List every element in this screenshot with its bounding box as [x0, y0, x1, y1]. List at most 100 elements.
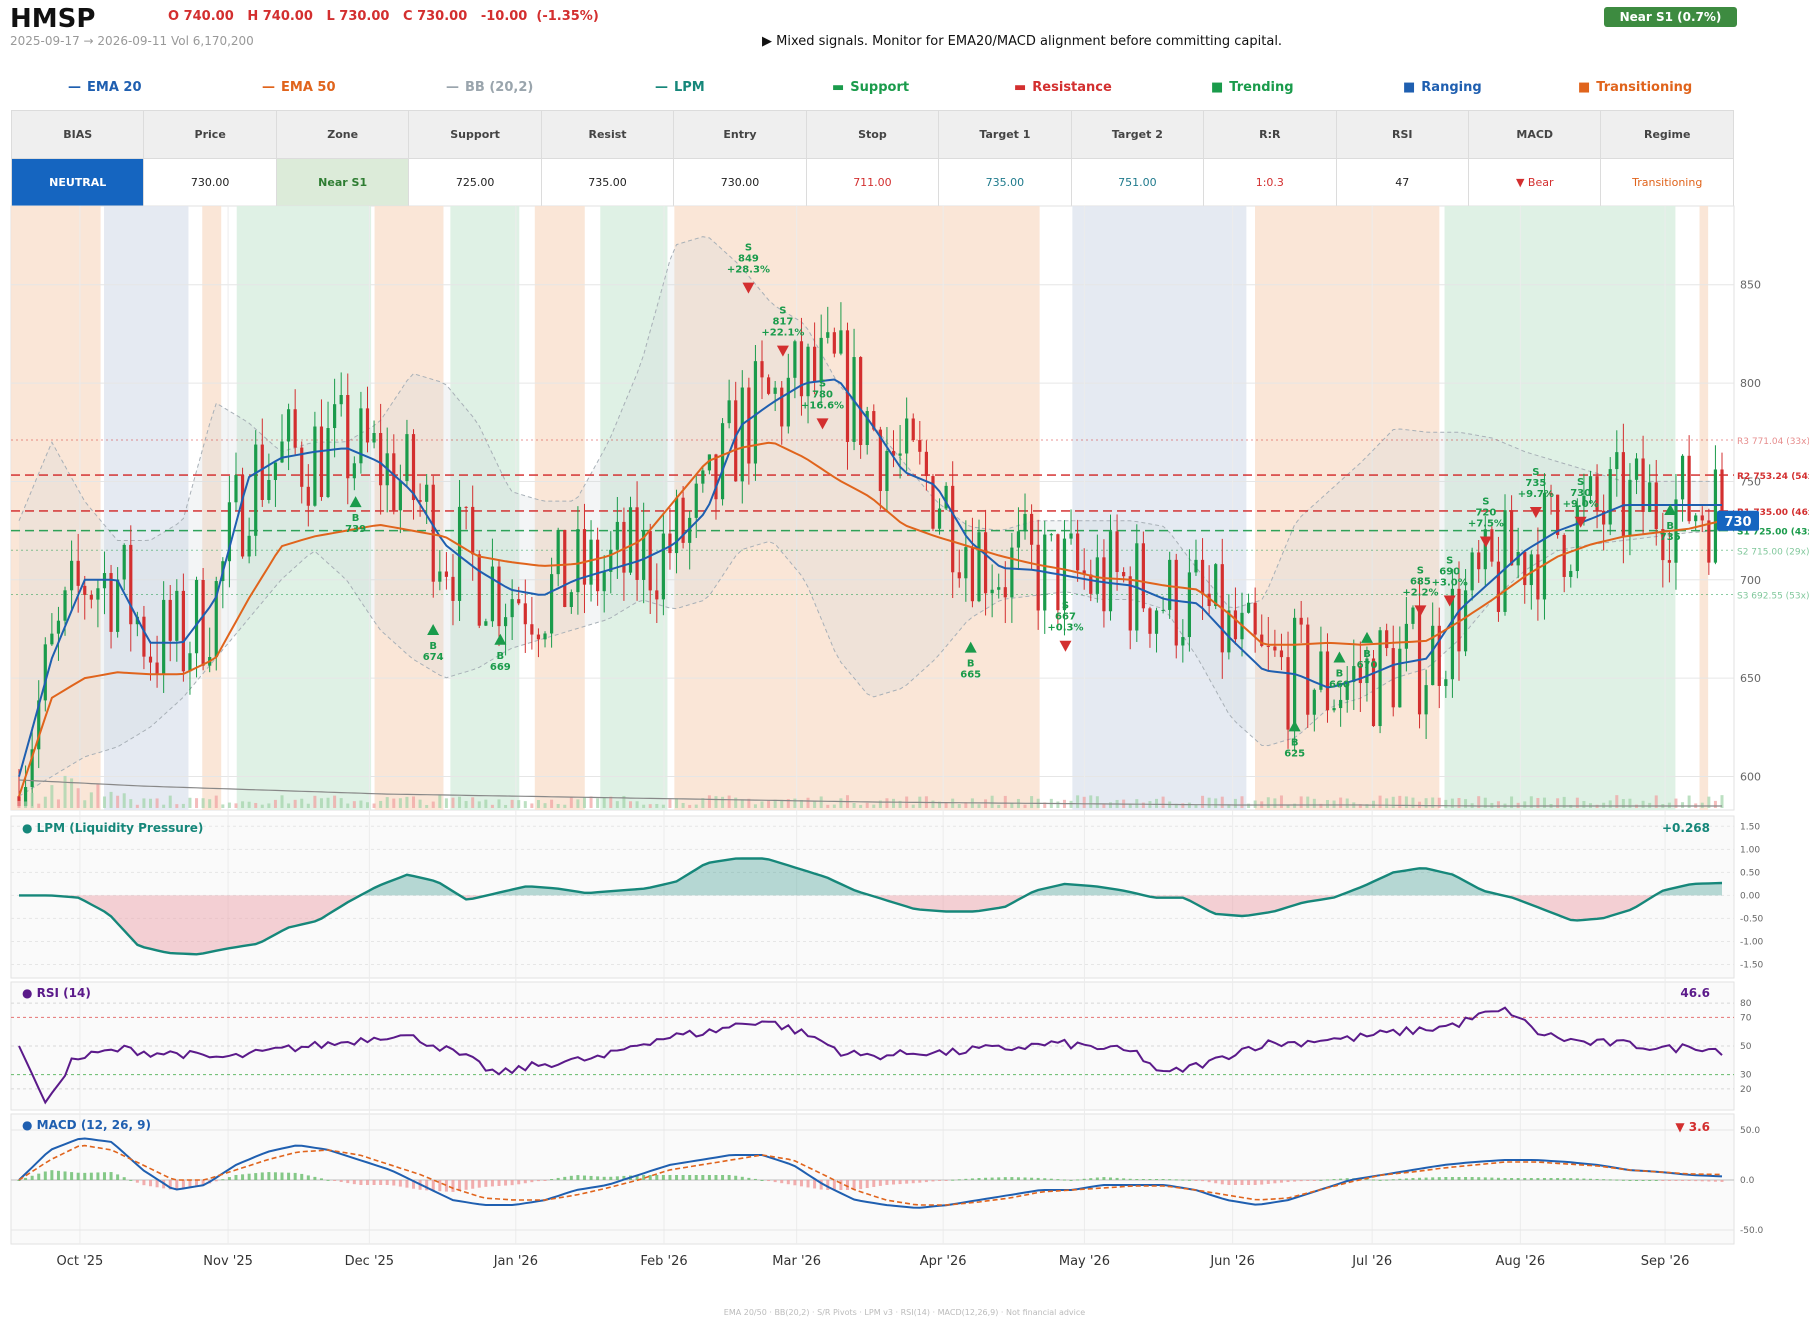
y-tick-label: 750: [1740, 475, 1761, 488]
macd-histogram-bar: [241, 1174, 245, 1180]
macd-histogram-bar: [484, 1180, 488, 1187]
macd-histogram-bar: [464, 1180, 468, 1190]
rsi-tick-label: 80: [1740, 999, 1752, 1009]
volume-bar: [352, 801, 356, 808]
candle-body: [1529, 554, 1533, 586]
macd-histogram-bar: [760, 1179, 764, 1181]
candle-body: [359, 408, 363, 464]
candle-body: [1713, 469, 1718, 563]
candle-body: [1694, 515, 1698, 522]
macd-histogram-bar: [1102, 1177, 1106, 1180]
legend-resistance[interactable]: ▬ Resistance: [1014, 80, 1112, 95]
volume-bar: [1187, 802, 1191, 808]
volume-bar: [661, 804, 665, 808]
volume-bar: [287, 803, 291, 808]
candle-body: [1417, 607, 1422, 715]
level-label-support: S2 715.00 (29x): [1737, 547, 1809, 557]
macd-histogram-bar: [970, 1178, 974, 1180]
candle-body: [872, 411, 876, 430]
volume-bar: [701, 798, 705, 808]
macd-histogram-bar: [602, 1176, 606, 1180]
level-label-support: S1 725.00 (43x): [1737, 528, 1809, 538]
candle-body: [260, 444, 264, 500]
volume-bar: [1582, 800, 1586, 808]
candle-body: [569, 592, 573, 608]
volume-bar: [707, 795, 711, 808]
candle-body: [556, 529, 560, 575]
volume-bar: [1108, 802, 1112, 808]
candle-body: [333, 404, 337, 429]
signal-label: 730: [1570, 488, 1591, 499]
volume-bar: [1135, 799, 1139, 808]
macd-histogram-bar: [1588, 1178, 1592, 1180]
volume-bar: [1457, 797, 1461, 808]
legend-ema20[interactable]: — EMA 20: [68, 80, 142, 95]
volume-bar: [1181, 803, 1185, 808]
candle-body: [464, 506, 468, 508]
candle-body: [1431, 625, 1435, 686]
volume-bar: [300, 798, 304, 808]
macd-histogram-bar: [70, 1172, 74, 1180]
signal-label: S: [1577, 477, 1584, 488]
macd-histogram-bar: [490, 1180, 494, 1187]
legend-lpm[interactable]: — LPM: [655, 80, 705, 95]
macd-histogram-bar: [1089, 1178, 1093, 1180]
candle-body: [425, 484, 429, 502]
signal-label: 739: [345, 524, 366, 535]
legend-ema50[interactable]: — EMA 50: [262, 80, 336, 95]
macd-histogram-bar: [951, 1179, 955, 1181]
header-rsi: RSI: [1335, 110, 1469, 159]
candle-body: [1214, 564, 1218, 607]
x-tick-label: Oct '25: [57, 1254, 104, 1269]
volume-bar: [898, 800, 902, 808]
macd-histogram-bar: [300, 1173, 304, 1180]
candle-body: [497, 566, 501, 627]
sell-signal-marker: [1529, 506, 1542, 518]
signal-message: ▶ Mixed signals. Monitor for EMA20/MACD …: [762, 34, 1283, 49]
candle-body: [1680, 455, 1685, 500]
volume-bar: [221, 804, 225, 808]
candle-body: [1108, 531, 1113, 612]
macd-histogram-bar: [510, 1180, 514, 1186]
regime-band-transitioning: [11, 206, 101, 810]
signal-label: B: [967, 659, 975, 670]
candle-body: [983, 532, 988, 594]
legend-transitioning[interactable]: ■ Transitioning: [1578, 80, 1693, 95]
candle-body: [372, 433, 376, 443]
macd-histogram-bar: [247, 1173, 251, 1180]
header-target2: Target 2: [1070, 110, 1205, 159]
macd-histogram-bar: [1674, 1180, 1678, 1181]
legend-trending[interactable]: ■ Trending: [1211, 80, 1294, 95]
macd-histogram-bar: [1635, 1180, 1639, 1181]
volume-bar: [938, 801, 942, 808]
volume-bar: [102, 796, 106, 808]
value-resist: 735.00: [540, 158, 675, 207]
volume-bar: [1411, 797, 1415, 808]
volume-bar: [431, 801, 435, 808]
macd-histogram-bar: [352, 1180, 356, 1185]
macd-histogram-bar: [142, 1180, 146, 1186]
candle-body: [1082, 570, 1086, 575]
signal-label: +9.7%: [1518, 489, 1554, 500]
zone-badge: Near S1 (0.7%): [1604, 7, 1737, 27]
buy-signal-marker: [964, 641, 977, 653]
candle-body: [1168, 559, 1172, 610]
macd-histogram-bar: [1372, 1179, 1376, 1181]
candle-body: [1556, 494, 1560, 536]
macd-histogram-bar: [1575, 1178, 1579, 1180]
macd-histogram-bar: [129, 1179, 133, 1181]
candle-body: [326, 428, 330, 498]
macd-histogram-bar: [313, 1176, 317, 1180]
volume-bar: [96, 783, 100, 808]
candle-body: [1273, 646, 1277, 651]
legend-support[interactable]: ▬ Support: [832, 80, 910, 95]
value-bias: NEUTRAL: [10, 158, 145, 207]
legend-bollinger[interactable]: — BB (20,2): [446, 80, 534, 95]
signal-label: 685: [1410, 576, 1431, 587]
volume-bar: [1556, 798, 1560, 808]
candle-body: [681, 497, 685, 543]
legend-ranging[interactable]: ■ Ranging: [1403, 80, 1482, 95]
sell-signal-marker: [776, 345, 789, 357]
macd-histogram-bar: [905, 1180, 909, 1184]
